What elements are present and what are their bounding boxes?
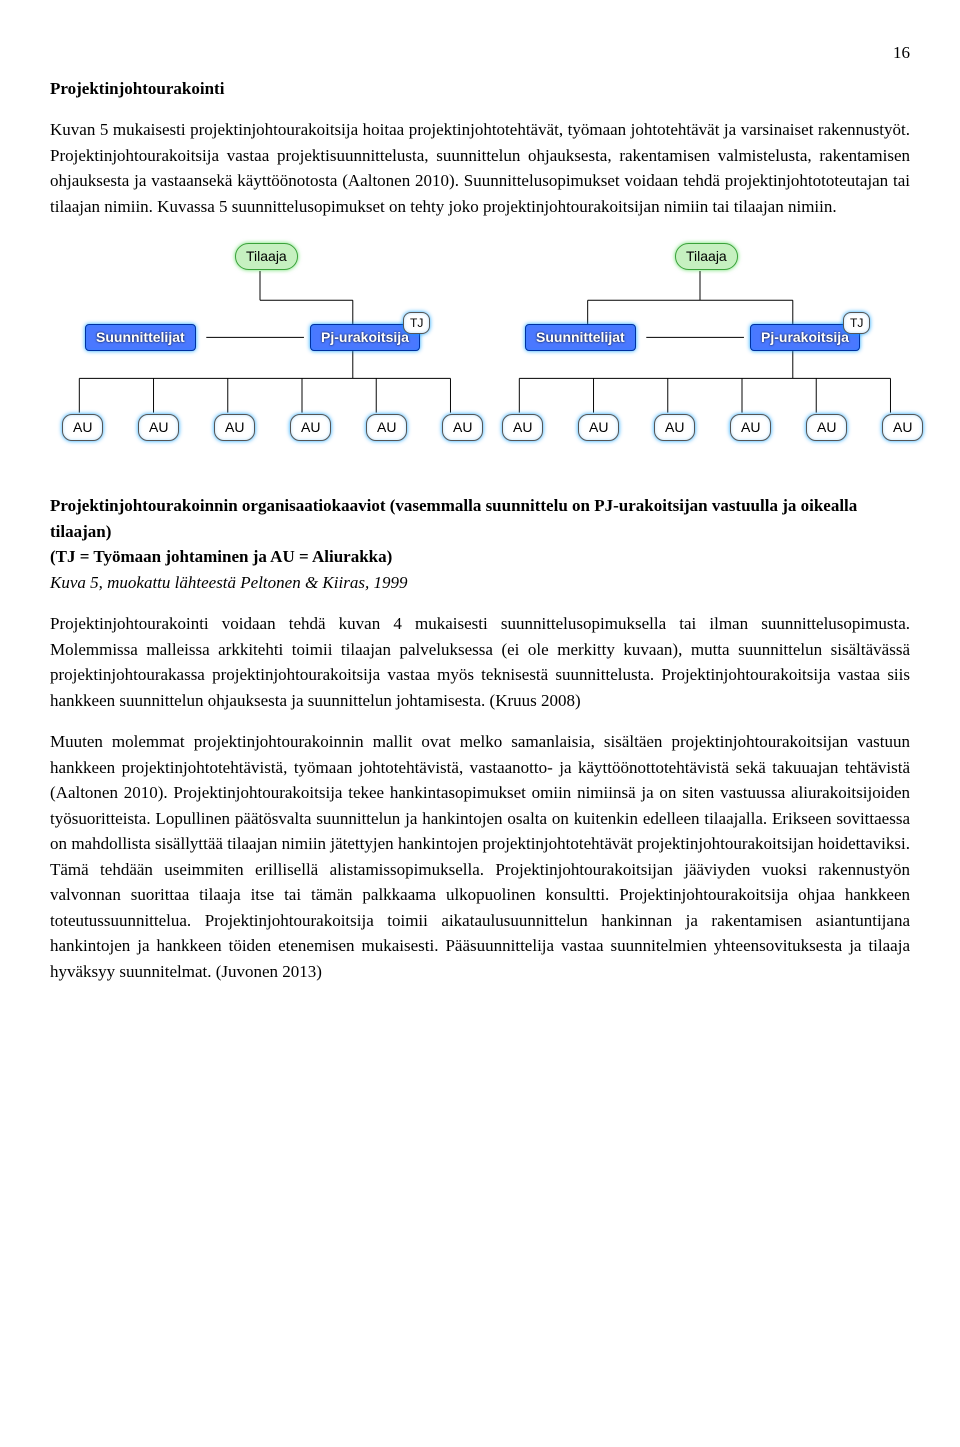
node-au-r4: AU	[730, 414, 771, 441]
caption-line2: (TJ = Työmaan johtaminen ja AU = Aliurak…	[50, 547, 392, 566]
node-au-l1: AU	[62, 414, 103, 441]
node-au-r3: AU	[654, 414, 695, 441]
edges-right	[490, 239, 910, 469]
section-title: Projektinjohtourakointi	[50, 76, 910, 102]
node-suunnittelijat-right: Suunnittelijat	[525, 324, 636, 351]
node-au-r5: AU	[806, 414, 847, 441]
node-au-l2: AU	[138, 414, 179, 441]
node-au-r1: AU	[502, 414, 543, 441]
page-number: 16	[50, 40, 910, 66]
node-au-r6: AU	[882, 414, 923, 441]
paragraph-1: Kuvan 5 mukaisesti projektinjohtourakoit…	[50, 117, 910, 219]
edges-left	[50, 239, 470, 469]
org-chart-left: Tilaaja Suunnittelijat Pj-urakoitsija TJ…	[50, 239, 470, 469]
org-chart-right: Tilaaja Suunnittelijat Pj-urakoitsija TJ…	[490, 239, 910, 469]
org-chart-figure: Tilaaja Suunnittelijat Pj-urakoitsija TJ…	[50, 239, 910, 469]
node-tilaaja-left: Tilaaja	[235, 243, 298, 270]
node-au-l3: AU	[214, 414, 255, 441]
node-au-l5: AU	[366, 414, 407, 441]
figure-caption: Projektinjohtourakoinnin organisaatiokaa…	[50, 493, 910, 595]
node-tj-right: TJ	[843, 312, 870, 334]
node-tj-left: TJ	[403, 312, 430, 334]
paragraph-3: Muuten molemmat projektinjohtourakoinnin…	[50, 729, 910, 984]
node-tilaaja-right: Tilaaja	[675, 243, 738, 270]
node-au-l4: AU	[290, 414, 331, 441]
node-au-r2: AU	[578, 414, 619, 441]
paragraph-2: Projektinjohtourakointi voidaan tehdä ku…	[50, 611, 910, 713]
caption-source: Kuva 5, muokattu lähteestä Peltonen & Ki…	[50, 573, 407, 592]
node-suunnittelijat-left: Suunnittelijat	[85, 324, 196, 351]
caption-line1: Projektinjohtourakoinnin organisaatiokaa…	[50, 496, 857, 541]
node-au-l6: AU	[442, 414, 483, 441]
